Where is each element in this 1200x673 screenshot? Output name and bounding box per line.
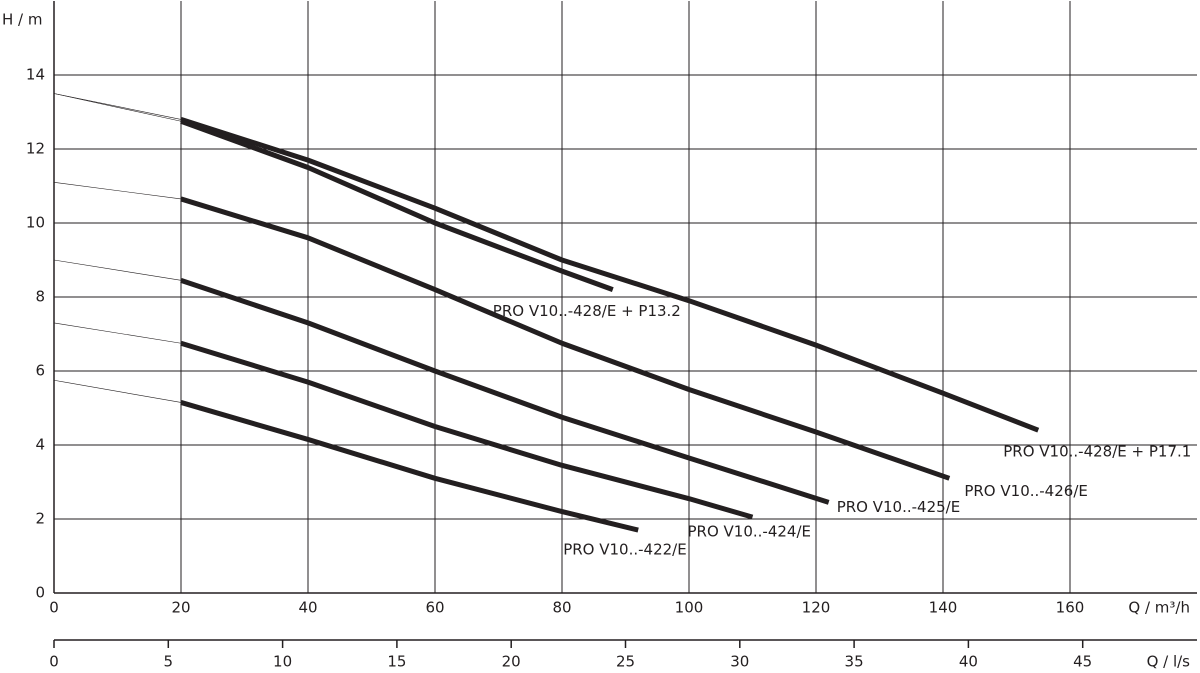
y-tick-label: 8 (35, 288, 45, 306)
x2-tick-label: 35 (845, 653, 864, 671)
curve (180, 400, 639, 533)
curve-thin (53, 93, 182, 120)
curve-thin (53, 259, 182, 281)
x-tick-label: 160 (1056, 599, 1085, 617)
x2-tick-label: 10 (273, 653, 292, 671)
series-label: PRO V10..-425/E (837, 498, 961, 516)
x-tick-label: 40 (298, 599, 317, 617)
y-tick-label: 6 (35, 362, 45, 380)
y-tick-label: 12 (26, 140, 45, 158)
x-tick-label: 80 (552, 599, 571, 617)
x-tick-label: 120 (802, 599, 831, 617)
x-tick-label: 0 (49, 599, 59, 617)
curve (180, 118, 614, 292)
x2-tick-label: 20 (502, 653, 521, 671)
series-label: PRO V10..-424/E (688, 523, 812, 541)
series-label: PRO V10..-428/E + P13.2 (493, 302, 681, 320)
x2-tick-label: 25 (616, 653, 635, 671)
x-axis-label: Q / m³/h (1128, 599, 1190, 617)
x-tick-label: 60 (425, 599, 444, 617)
x2-tick-label: 45 (1073, 653, 1092, 671)
x2-tick-label: 0 (49, 653, 59, 671)
curve-thin (53, 93, 182, 122)
series-label: PRO V10..-422/E (563, 541, 687, 559)
curve (180, 196, 951, 481)
x2-tick-label: 5 (164, 653, 174, 671)
curve (180, 117, 1040, 433)
curve (180, 340, 754, 520)
series-label: PRO V10..-428/E + P17.1 (1003, 443, 1191, 461)
y-axis-label: H / m (2, 11, 42, 29)
y-tick-label: 4 (35, 436, 45, 454)
series-label: PRO V10..-426/E (964, 482, 1088, 500)
x2-tick-label: 15 (387, 653, 406, 671)
y-tick-label: 0 (35, 584, 45, 602)
curve (180, 277, 830, 505)
curve-thin (53, 379, 182, 403)
x-tick-label: 20 (171, 599, 190, 617)
x2-axis-label: Q / l/s (1147, 653, 1191, 671)
y-tick-label: 14 (26, 66, 45, 84)
curve-thin (53, 322, 182, 344)
y-tick-label: 2 (35, 510, 45, 528)
x2-tick-label: 30 (730, 653, 749, 671)
x-tick-label: 100 (675, 599, 704, 617)
y-tick-label: 10 (26, 214, 45, 232)
curve-thin (53, 182, 182, 200)
x2-tick-label: 40 (959, 653, 978, 671)
x-tick-label: 140 (929, 599, 958, 617)
